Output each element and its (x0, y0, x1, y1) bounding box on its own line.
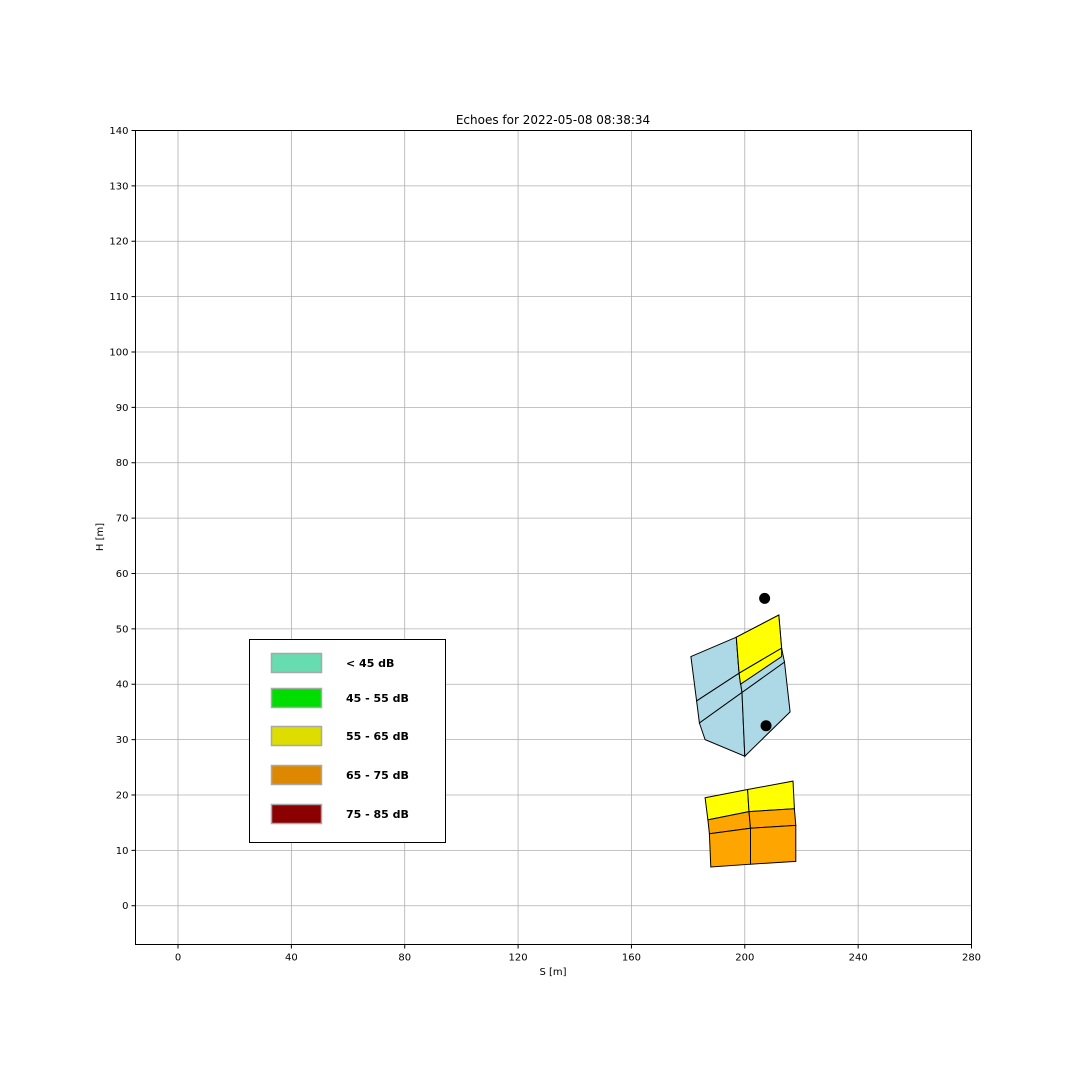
echo-cell (741, 661, 791, 758)
legend-label: 75 - 85 dB (346, 808, 409, 821)
x-tick-label: 200 (735, 953, 754, 964)
echo-cell (750, 824, 797, 865)
chart-title: Echoes for 2022-05-08 08:38:34 (456, 113, 650, 127)
legend-swatch (270, 803, 323, 825)
x-tick-label: 0 (175, 953, 181, 964)
echo-point (759, 592, 771, 604)
echo-cell (748, 808, 797, 829)
x-tick-label: 40 (285, 953, 298, 964)
x-tick-label: 240 (849, 953, 868, 964)
y-tick-label: 40 (116, 680, 129, 691)
plot-frame (135, 130, 972, 945)
x-ticks: 0 40 80 120 160 200 240 280 (175, 944, 981, 964)
echo-cell (708, 827, 751, 868)
legend-swatch (270, 687, 323, 709)
echo-point (760, 720, 772, 732)
y-tick-label: 130 (109, 181, 128, 192)
y-tick-label: 30 (116, 735, 129, 746)
legend-label: < 45 dB (346, 657, 394, 670)
y-ticks: 0 10 20 30 40 50 60 70 80 90 100 110 120 130 140 (109, 126, 136, 912)
y-tick-label: 20 (116, 790, 129, 801)
legend-swatch (270, 725, 323, 747)
legend-label: 55 - 65 dB (346, 730, 409, 743)
x-axis-label: S [m] (539, 967, 566, 978)
x-tick-label: 120 (509, 953, 528, 964)
legend-label: 65 - 75 dB (346, 769, 409, 782)
y-tick-label: 110 (109, 292, 128, 303)
legend-swatch (270, 764, 323, 786)
echo-cell (738, 647, 783, 686)
echo-cell (747, 780, 795, 813)
y-tick-label: 10 (116, 846, 129, 857)
legend: < 45 dB 45 - 55 dB 55 - 65 dB 65 - 75 dB 75 … (249, 639, 446, 843)
y-tick-label: 50 (116, 624, 129, 635)
y-tick-label: 120 (109, 237, 128, 248)
x-tick-label: 80 (398, 953, 411, 964)
y-tick-label: 100 (109, 347, 128, 358)
echo-cells (690, 614, 797, 868)
legend-label: 45 - 55 dB (346, 692, 409, 705)
y-tick-label: 70 (116, 514, 129, 525)
y-tick-label: 90 (116, 403, 129, 414)
y-axis-label: H [m] (95, 523, 106, 551)
echo-points (759, 592, 772, 732)
y-tick-label: 140 (109, 126, 128, 137)
x-tick-label: 160 (622, 953, 641, 964)
legend-swatch (270, 652, 323, 674)
y-tick-label: 0 (122, 901, 128, 912)
x-tick-label: 280 (962, 953, 981, 964)
y-tick-label: 60 (116, 569, 129, 580)
y-tick-label: 80 (116, 458, 129, 469)
